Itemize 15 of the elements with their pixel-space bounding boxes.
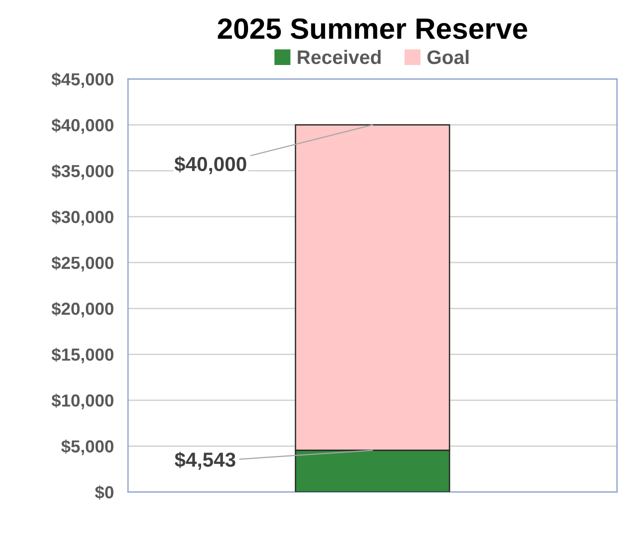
data-label: $4,543: [174, 452, 236, 470]
total-label: $40,000: [174, 156, 246, 174]
y-tick-label: $40,000: [52, 118, 114, 134]
y-tick-label: $25,000: [52, 256, 114, 272]
y-tick-label: $35,000: [52, 164, 114, 180]
chart-title: 2025 Summer Reserve: [218, 18, 528, 40]
legend-label: Goal: [427, 50, 468, 64]
y-tick-label: $45,000: [52, 72, 114, 88]
y-tick-label: $10,000: [52, 394, 114, 410]
y-tick-label: $5,000: [61, 440, 114, 456]
y-tick-label: $15,000: [52, 348, 114, 364]
y-tick-label: $0: [95, 485, 114, 500]
y-tick-label: $20,000: [52, 302, 114, 318]
y-tick-label: $30,000: [52, 210, 114, 226]
legend-label: Received: [298, 50, 381, 64]
